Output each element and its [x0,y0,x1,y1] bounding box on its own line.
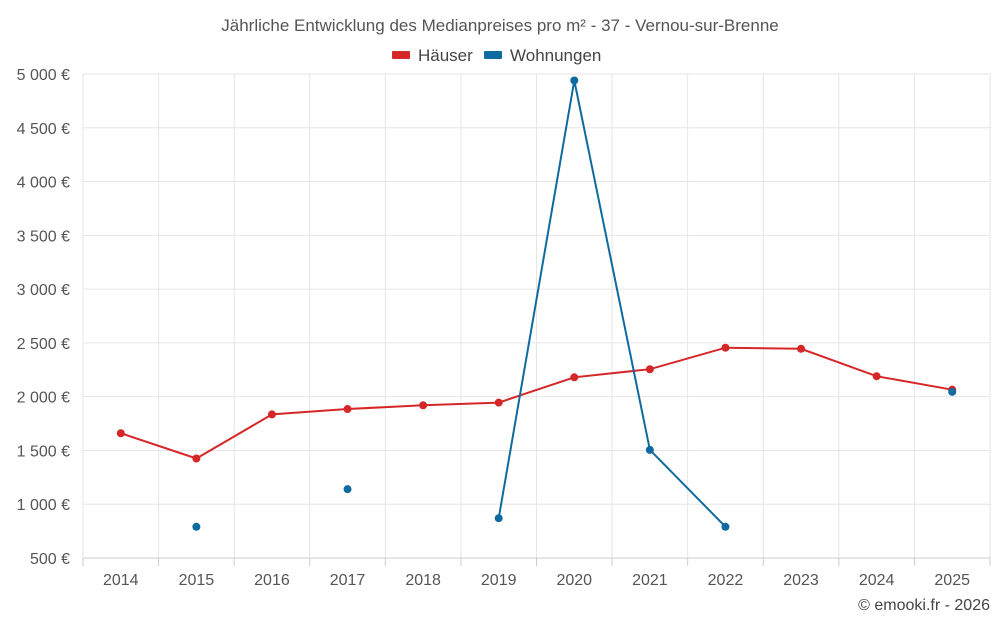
y-tick-label: 1 000 € [17,497,70,514]
data-point[interactable] [570,76,579,85]
data-point[interactable] [192,454,201,463]
series-layer [116,76,957,531]
data-point[interactable] [872,372,881,381]
x-tick-label: 2022 [708,572,744,589]
data-point[interactable] [192,522,201,531]
legend-label: Häuser [418,46,473,65]
legend-label: Wohnungen [510,46,601,65]
x-tick-label: 2018 [405,572,441,589]
grid-lines [82,73,991,558]
data-point[interactable] [570,373,579,382]
x-tick-label: 2015 [179,572,215,589]
data-point[interactable] [797,344,806,353]
x-tick-label: 2021 [632,572,668,589]
legend-item[interactable]: Häuser [392,46,473,65]
series-line [497,80,727,528]
credit-text: © emooki.fr - 2026 [858,597,990,614]
y-tick-label: 2 000 € [17,390,70,407]
y-tick-label: 4 000 € [17,175,70,192]
chart-title: Jährliche Entwicklung des Medianpreises … [221,16,778,35]
data-point[interactable] [267,410,276,419]
data-point[interactable] [343,485,352,494]
legend-swatch [392,51,410,59]
legend[interactable]: Häuser Wohnungen [392,46,601,65]
data-point[interactable] [948,387,957,396]
y-tick-label: 5 000 € [17,67,70,84]
y-tick-label: 3 000 € [17,282,70,299]
data-point[interactable] [721,343,730,352]
data-point[interactable] [721,522,730,531]
series-wohnungen [192,76,957,531]
x-tick-label: 2016 [254,572,290,589]
x-axis: 2014 2015 2016 2017 2018 2019 2020 2021 2022 2023… [82,557,991,589]
legend-swatch [484,51,502,59]
y-tick-label: 1 500 € [17,443,70,460]
data-point[interactable] [494,514,503,523]
legend-item[interactable]: Wohnungen [484,46,601,65]
x-tick-label: 2019 [481,572,517,589]
x-tick-label: 2024 [859,572,895,589]
data-point[interactable] [116,429,125,438]
y-tick-label: 500 € [30,551,70,568]
y-tick-label: 3 500 € [17,228,70,245]
series-line [120,346,953,460]
y-tick-label: 2 500 € [17,336,70,353]
x-tick-label: 2020 [556,572,592,589]
y-tick-label: 4 500 € [17,121,70,138]
x-tick-label: 2017 [330,572,366,589]
data-point[interactable] [419,401,428,410]
y-axis: 500 € 1 000 € 1 500 € 2 000 € 2 500 € 3 000 €… [17,67,70,568]
series-haeuser [116,343,957,463]
data-point[interactable] [645,365,654,374]
x-tick-label: 2023 [783,572,819,589]
x-tick-label: 2025 [934,572,970,589]
x-tick-label: 2014 [103,572,139,589]
data-point[interactable] [645,445,654,454]
data-point[interactable] [494,398,503,407]
data-point[interactable] [343,405,352,414]
